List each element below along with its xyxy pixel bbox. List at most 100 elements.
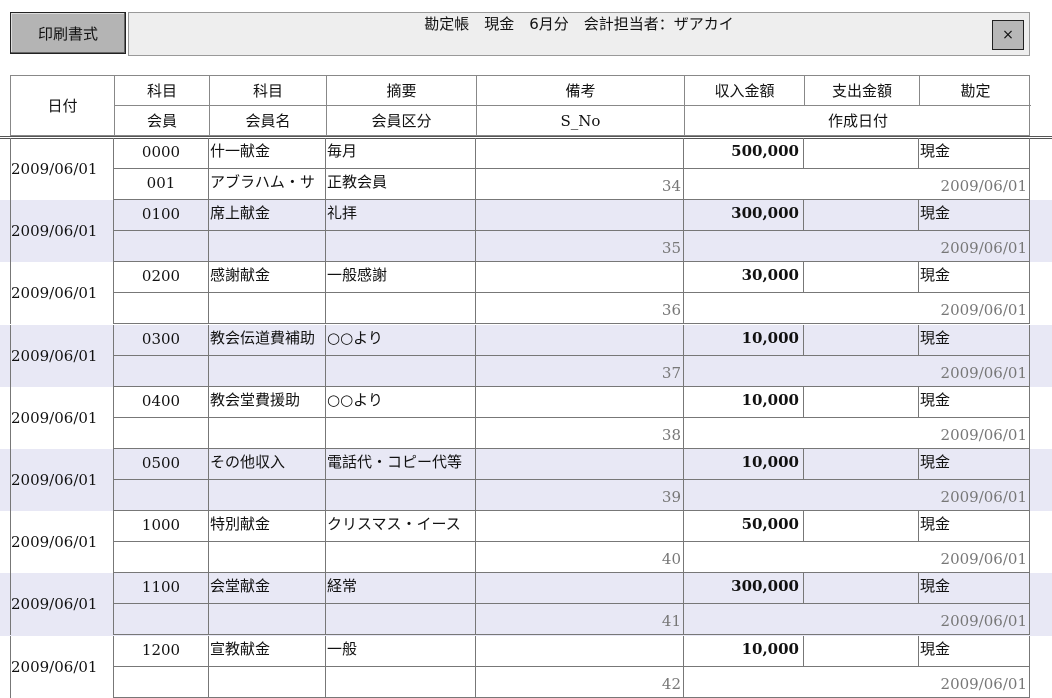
summary-cell[interactable]: ○○より xyxy=(325,386,475,418)
member-name-cell[interactable] xyxy=(208,417,325,449)
print-format-button[interactable]: 印刷書式 xyxy=(10,12,126,54)
income-cell[interactable]: 10,000 xyxy=(683,324,803,356)
created-date-cell[interactable]: 2009/06/01 xyxy=(683,231,1030,263)
s-no-cell[interactable]: 42 xyxy=(475,666,683,698)
subject-cell[interactable]: 宣教献金 xyxy=(208,635,325,667)
member-class-cell[interactable] xyxy=(325,231,475,263)
table-row[interactable]: 2009/06/01 1100 会堂献金 経常 300,000 現金 41 20… xyxy=(0,573,1052,636)
member-name-cell[interactable] xyxy=(208,666,325,698)
summary-cell[interactable]: 電話代・コピー代等 xyxy=(325,448,475,480)
created-date-cell[interactable]: 2009/06/01 xyxy=(683,479,1030,511)
account-cell[interactable]: 現金 xyxy=(918,573,1030,605)
table-row[interactable]: 2009/06/01 0500 その他収入 電話代・コピー代等 10,000 現… xyxy=(0,448,1052,512)
code-cell[interactable]: 1200 xyxy=(113,635,208,667)
member-cell[interactable] xyxy=(113,231,208,263)
expense-cell[interactable] xyxy=(803,573,918,605)
note-cell[interactable] xyxy=(475,386,683,418)
member-name-cell[interactable]: アブラハム・サ xyxy=(208,169,325,200)
date-cell[interactable]: 2009/06/01 xyxy=(10,573,113,636)
subject-cell[interactable]: 什一献金 xyxy=(208,138,325,169)
close-button[interactable]: × xyxy=(992,20,1024,50)
account-cell[interactable]: 現金 xyxy=(918,138,1030,169)
date-cell[interactable]: 2009/06/01 xyxy=(10,448,113,511)
date-cell[interactable]: 2009/06/01 xyxy=(10,138,113,200)
date-cell[interactable]: 2009/06/01 xyxy=(10,262,113,325)
expense-cell[interactable] xyxy=(803,324,918,356)
created-date-cell[interactable]: 2009/06/01 xyxy=(683,604,1030,636)
subject-cell[interactable]: 教会伝道費補助 xyxy=(208,324,325,356)
account-cell[interactable]: 現金 xyxy=(918,200,1030,232)
expense-cell[interactable] xyxy=(803,448,918,480)
table-row[interactable]: 2009/06/01 0400 教会堂費援助 ○○より 10,000 現金 38… xyxy=(0,386,1052,449)
subject-cell[interactable]: 会堂献金 xyxy=(208,573,325,605)
income-cell[interactable]: 300,000 xyxy=(683,573,803,605)
member-class-cell[interactable] xyxy=(325,542,475,574)
expense-cell[interactable] xyxy=(803,262,918,294)
summary-cell[interactable]: ○○より xyxy=(325,324,475,356)
note-cell[interactable] xyxy=(475,138,683,169)
subject-cell[interactable]: 席上献金 xyxy=(208,200,325,232)
member-name-cell[interactable] xyxy=(208,293,325,325)
s-no-cell[interactable]: 36 xyxy=(475,293,683,325)
member-name-cell[interactable] xyxy=(208,355,325,387)
account-cell[interactable]: 現金 xyxy=(918,635,1030,667)
summary-cell[interactable]: 経常 xyxy=(325,573,475,605)
member-cell[interactable] xyxy=(113,666,208,698)
date-cell[interactable]: 2009/06/01 xyxy=(10,635,113,698)
income-cell[interactable]: 10,000 xyxy=(683,635,803,667)
s-no-cell[interactable]: 34 xyxy=(475,169,683,200)
member-cell[interactable] xyxy=(113,604,208,636)
account-cell[interactable]: 現金 xyxy=(918,262,1030,294)
code-cell[interactable]: 0500 xyxy=(113,448,208,480)
expense-cell[interactable] xyxy=(803,511,918,543)
account-cell[interactable]: 現金 xyxy=(918,324,1030,356)
note-cell[interactable] xyxy=(475,511,683,543)
table-row[interactable]: 2009/06/01 0100 席上献金 礼拝 300,000 現金 35 20… xyxy=(0,200,1052,263)
created-date-cell[interactable]: 2009/06/01 xyxy=(683,293,1030,325)
note-cell[interactable] xyxy=(475,635,683,667)
s-no-cell[interactable]: 37 xyxy=(475,355,683,387)
member-class-cell[interactable] xyxy=(325,479,475,511)
subject-cell[interactable]: 感謝献金 xyxy=(208,262,325,294)
summary-cell[interactable]: 一般感謝 xyxy=(325,262,475,294)
member-name-cell[interactable] xyxy=(208,604,325,636)
member-class-cell[interactable] xyxy=(325,355,475,387)
member-name-cell[interactable] xyxy=(208,542,325,574)
date-cell[interactable]: 2009/06/01 xyxy=(10,324,113,387)
summary-cell[interactable]: クリスマス・イース xyxy=(325,511,475,543)
member-class-cell[interactable] xyxy=(325,604,475,636)
expense-cell[interactable] xyxy=(803,635,918,667)
code-cell[interactable]: 1100 xyxy=(113,573,208,605)
s-no-cell[interactable]: 35 xyxy=(475,231,683,263)
note-cell[interactable] xyxy=(475,448,683,480)
summary-cell[interactable]: 毎月 xyxy=(325,138,475,169)
code-cell[interactable]: 0200 xyxy=(113,262,208,294)
member-cell[interactable] xyxy=(113,293,208,325)
note-cell[interactable] xyxy=(475,573,683,605)
date-cell[interactable]: 2009/06/01 xyxy=(10,386,113,449)
s-no-cell[interactable]: 39 xyxy=(475,479,683,511)
created-date-cell[interactable]: 2009/06/01 xyxy=(683,666,1030,698)
account-cell[interactable]: 現金 xyxy=(918,386,1030,418)
member-cell[interactable] xyxy=(113,479,208,511)
s-no-cell[interactable]: 40 xyxy=(475,542,683,574)
s-no-cell[interactable]: 41 xyxy=(475,604,683,636)
created-date-cell[interactable]: 2009/06/01 xyxy=(683,169,1030,200)
code-cell[interactable]: 1000 xyxy=(113,511,208,543)
expense-cell[interactable] xyxy=(803,138,918,169)
expense-cell[interactable] xyxy=(803,386,918,418)
member-class-cell[interactable] xyxy=(325,666,475,698)
code-cell[interactable]: 0300 xyxy=(113,324,208,356)
created-date-cell[interactable]: 2009/06/01 xyxy=(683,355,1030,387)
member-cell[interactable]: 001 xyxy=(113,169,208,200)
note-cell[interactable] xyxy=(475,262,683,294)
summary-cell[interactable]: 礼拝 xyxy=(325,200,475,232)
table-row[interactable]: 2009/06/01 0000 什一献金 毎月 500,000 現金 001 ア… xyxy=(0,138,1052,200)
income-cell[interactable]: 300,000 xyxy=(683,200,803,232)
income-cell[interactable]: 50,000 xyxy=(683,511,803,543)
member-class-cell[interactable]: 正教会員 xyxy=(325,169,475,200)
table-row[interactable]: 2009/06/01 0300 教会伝道費補助 ○○より 10,000 現金 3… xyxy=(0,324,1052,387)
subject-cell[interactable]: その他収入 xyxy=(208,448,325,480)
s-no-cell[interactable]: 38 xyxy=(475,417,683,449)
member-class-cell[interactable] xyxy=(325,293,475,325)
